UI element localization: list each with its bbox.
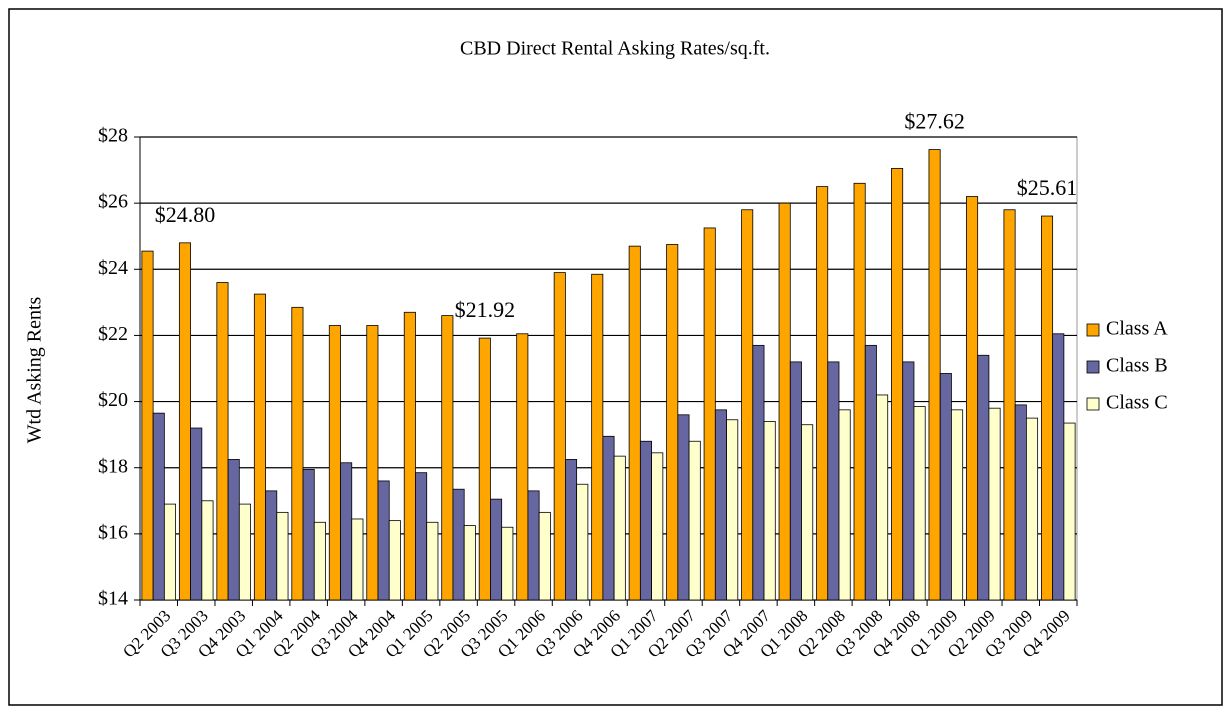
- chart-title: CBD Direct Rental Asking Rates/sq.ft.: [460, 38, 770, 60]
- bar: [977, 354, 990, 601]
- bar: [853, 182, 866, 601]
- bar: [276, 511, 289, 601]
- y-tick-label: $26: [98, 191, 128, 213]
- bar: [1003, 209, 1016, 601]
- bar: [1026, 417, 1039, 601]
- bar: [741, 209, 754, 601]
- bar: [366, 325, 379, 601]
- bar: [564, 459, 578, 601]
- bar: [864, 344, 877, 601]
- bar: [688, 440, 701, 601]
- data-label: $24.80: [155, 202, 216, 227]
- bar: [426, 521, 439, 601]
- bar: [913, 406, 926, 601]
- bar: [377, 480, 390, 601]
- bar: [827, 361, 840, 601]
- legend-swatch: [1086, 397, 1100, 411]
- bar: [939, 373, 952, 601]
- bar: [351, 518, 364, 601]
- bar: [163, 503, 177, 601]
- bar: [816, 186, 829, 601]
- legend-swatch: [1086, 360, 1100, 374]
- bar: [838, 409, 851, 601]
- bar: [478, 337, 491, 601]
- bar: [801, 424, 814, 601]
- bar: [1040, 215, 1054, 601]
- y-tick-label: $18: [98, 455, 128, 477]
- bar: [1063, 422, 1076, 601]
- bar: [388, 520, 401, 601]
- bar: [152, 412, 165, 601]
- bar: [876, 394, 889, 601]
- bar: [602, 435, 615, 601]
- bar: [313, 521, 326, 601]
- bar: [628, 245, 641, 601]
- data-label: $27.62: [904, 109, 965, 134]
- bar: [576, 483, 589, 601]
- legend-label: Class B: [1106, 355, 1168, 377]
- bar: [553, 272, 566, 601]
- bar: [190, 427, 203, 601]
- bar: [726, 419, 739, 601]
- data-label: $25.61: [1017, 175, 1078, 200]
- bar: [1014, 404, 1027, 601]
- bar: [253, 293, 266, 601]
- bar: [265, 490, 278, 601]
- y-tick-label: $20: [98, 389, 128, 411]
- bar: [677, 414, 690, 601]
- bar: [778, 202, 791, 601]
- bar: [703, 227, 716, 601]
- y-tick-label: $24: [98, 257, 128, 279]
- bar: [951, 409, 964, 601]
- bar: [966, 196, 979, 601]
- legend-swatch: [1086, 323, 1100, 337]
- bar: [666, 244, 679, 601]
- legend-label: Class C: [1106, 392, 1168, 414]
- bar: [141, 250, 154, 601]
- bar: [201, 500, 214, 601]
- bar: [527, 490, 540, 601]
- bar: [415, 472, 428, 601]
- bar: [452, 488, 465, 601]
- bar: [216, 282, 229, 601]
- bar: [328, 325, 341, 601]
- y-tick-label: $28: [98, 125, 128, 147]
- y-tick-label: $14: [98, 588, 128, 610]
- bar: [501, 526, 514, 601]
- bar: [988, 407, 1001, 601]
- y-tick-label: $16: [98, 521, 128, 543]
- data-label: $21.92: [455, 297, 516, 322]
- bar: [516, 333, 529, 601]
- bar: [302, 468, 315, 601]
- bar: [227, 459, 240, 601]
- bar: [928, 149, 941, 601]
- bar: [490, 498, 503, 601]
- bar: [463, 525, 476, 601]
- bar: [763, 421, 776, 601]
- bar: [591, 273, 604, 601]
- bar: [714, 409, 727, 601]
- bar: [538, 511, 551, 601]
- bar: [340, 462, 353, 601]
- bar: [891, 168, 904, 601]
- bar: [651, 452, 664, 601]
- bar: [178, 242, 191, 601]
- bar: [902, 361, 915, 601]
- y-tick-label: $22: [98, 323, 128, 345]
- legend-label: Class A: [1106, 318, 1168, 340]
- bar: [291, 306, 304, 601]
- bar: [403, 311, 416, 601]
- bar: [639, 440, 653, 601]
- bar: [752, 344, 765, 601]
- y-axis-label: Wtd Asking Rents: [24, 296, 46, 443]
- bar: [613, 455, 626, 601]
- bar: [789, 361, 802, 601]
- bar: [441, 315, 454, 601]
- bar: [238, 503, 251, 601]
- bar: [1052, 333, 1065, 601]
